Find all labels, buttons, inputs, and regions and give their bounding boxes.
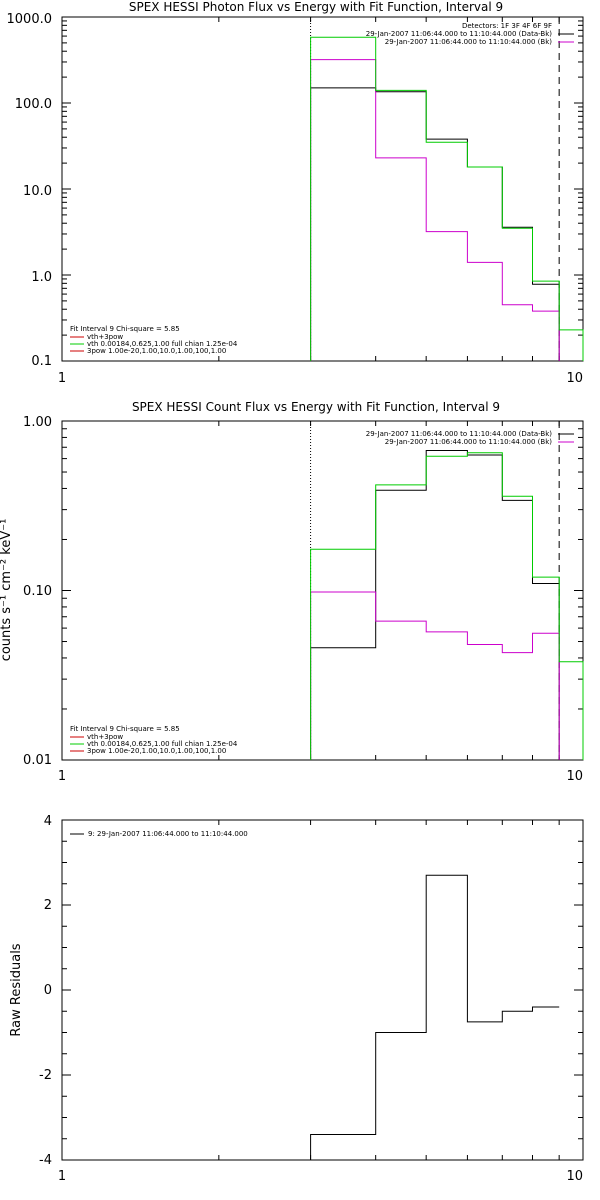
count-legend-bk: 29-Jan-2007 11:06:44.000 to 11:10:44.000… xyxy=(385,438,553,446)
count-axes xyxy=(61,420,584,761)
count-marks xyxy=(310,421,584,760)
count-plot-frame xyxy=(61,420,584,761)
residuals-marks xyxy=(310,874,560,1160)
photon-series-0-histogram xyxy=(310,87,560,361)
photon-series-2-histogram xyxy=(310,36,584,361)
photon-legend-vth: vth 0.00184,0.625,1.00 full chian 1.25e-… xyxy=(87,340,238,348)
photon-series-1-histogram xyxy=(310,59,560,361)
photon-marks xyxy=(310,17,584,361)
photon-legend-detectors: Detectors: 1F 3F 4F 6F 9F xyxy=(462,22,552,30)
photon-xtick-label: 1 xyxy=(58,371,66,386)
count-xtick-label: 10 xyxy=(566,769,583,784)
panel-count: SPEX HESSI Count Flux vs Energy with Fit… xyxy=(0,400,584,784)
residuals-series-0-histogram xyxy=(310,874,560,1160)
photon-title: SPEX HESSI Photon Flux vs Energy with Fi… xyxy=(129,0,503,14)
residuals-ytick-label: 0 xyxy=(44,983,52,998)
residuals-legend-label: 9: 29-Jan-2007 11:06:44.000 to 11:10:44.… xyxy=(88,830,248,838)
count-series-0-histogram xyxy=(310,450,560,760)
residuals-xtick-label: 10 xyxy=(566,1169,583,1184)
photon-xtick-label: 10 xyxy=(566,371,583,386)
photon-legend-data: 29-Jan-2007 11:06:44.000 to 11:10:44.000… xyxy=(366,30,553,38)
count-ytick-label: 0.10 xyxy=(23,584,52,599)
photon-plot-frame xyxy=(61,16,584,362)
count-title: SPEX HESSI Count Flux vs Energy with Fit… xyxy=(132,400,500,414)
photon-ytick-label: 0.1 xyxy=(31,354,52,369)
count-legend-3pow: 3pow 1.00e-20,1.00,10.0,1.00,100,1.00 xyxy=(87,747,226,755)
photon-legend-3pow: 3pow 1.00e-20,1.00,10.0,1.00,100,1.00 xyxy=(87,347,226,355)
count-ytick-label: 0.01 xyxy=(23,753,52,768)
residuals-ytick-label: -4 xyxy=(39,1153,52,1168)
photon-legend-model: vth+3pow xyxy=(87,333,123,341)
count-xtick-label: 1 xyxy=(58,769,66,784)
count-legend-data: 29-Jan-2007 11:06:44.000 to 11:10:44.000… xyxy=(366,430,553,438)
photon-ytick-label: 10.0 xyxy=(23,184,52,199)
photon-ytick-label: 100.0 xyxy=(15,97,52,112)
panel-residuals: Raw Residuals -4 -2 0 2 4 1 10 9: 29-Jan… xyxy=(9,814,584,1184)
residuals-xtick-label: 1 xyxy=(58,1169,66,1184)
residuals-ytick-label: 4 xyxy=(44,814,52,829)
photon-legend-bk: 29-Jan-2007 11:06:44.000 to 11:10:44.000… xyxy=(385,38,553,46)
residuals-axes xyxy=(61,819,584,1161)
count-ylabel: counts s⁻¹ cm⁻² keV⁻¹ xyxy=(0,519,14,662)
residuals-ylabel: Raw Residuals xyxy=(9,943,24,1036)
count-legend-model: vth+3pow xyxy=(87,733,123,741)
residuals-plot-frame xyxy=(61,819,584,1161)
photon-ytick-label: 1000.0 xyxy=(7,12,53,27)
count-series-1-histogram xyxy=(310,591,560,760)
count-legend-vth: vth 0.00184,0.625,1.00 full chian 1.25e-… xyxy=(87,740,238,748)
panel-photon: SPEX HESSI Photon Flux vs Energy with Fi… xyxy=(7,0,584,386)
count-ytick-label: 1.00 xyxy=(23,415,52,430)
photon-ytick-label: 1.0 xyxy=(31,270,52,285)
residuals-ytick-label: -2 xyxy=(39,1068,52,1083)
count-series-2-histogram xyxy=(310,452,584,760)
count-legend-fit-interval: Fit Interval 9 Chi-square = 5.85 xyxy=(70,725,180,733)
photon-legend-fit-interval: Fit Interval 9 Chi-square = 5.85 xyxy=(70,325,180,333)
residuals-ytick-label: 2 xyxy=(44,898,52,913)
photon-axes xyxy=(61,16,584,362)
